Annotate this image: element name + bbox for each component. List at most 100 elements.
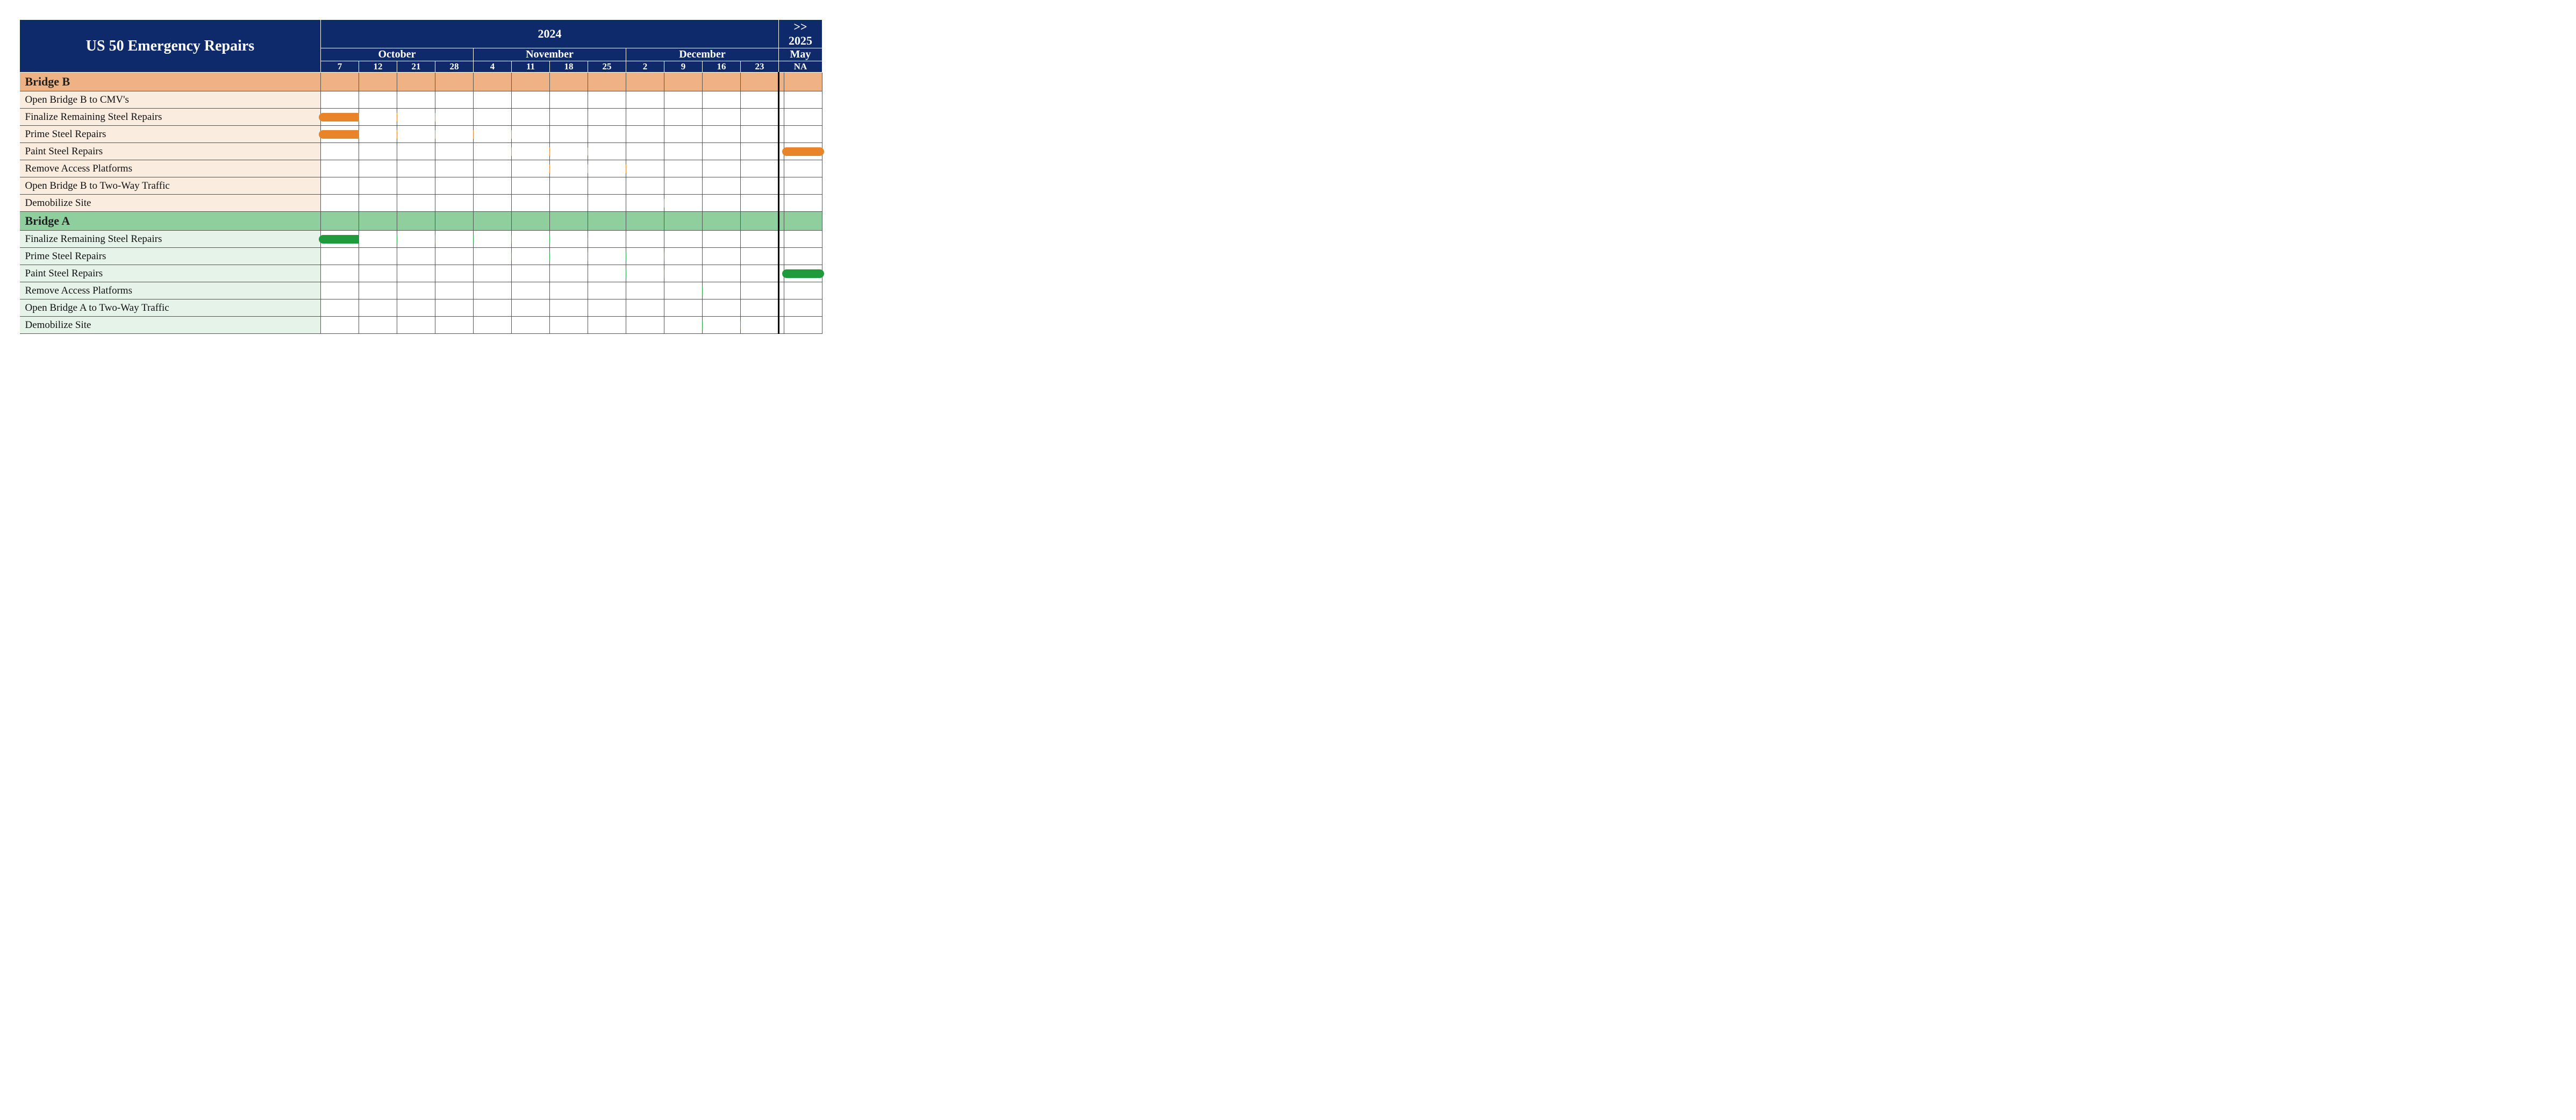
grid-cell: [321, 91, 359, 109]
task-label: Finalize Remaining Steel Repairs: [20, 109, 321, 126]
month-dec: December: [626, 48, 779, 61]
grid-cell: [741, 143, 779, 160]
grid-cell: [626, 126, 664, 143]
grid-cell: [435, 248, 474, 265]
grid-cell: [741, 177, 779, 195]
section-header: Bridge B: [20, 73, 822, 91]
grid-cell: [435, 299, 474, 317]
grid-cell: [741, 317, 779, 334]
grid-cell: [703, 248, 741, 265]
grid-cell: [321, 317, 359, 334]
task-row: Demobilize Site: [20, 317, 822, 334]
grid-cell: [550, 126, 588, 143]
grid-cell: [321, 177, 359, 195]
grid-cell: [741, 160, 779, 177]
day-col: 23: [741, 61, 779, 73]
task-label: Prime Steel Repairs: [20, 126, 321, 143]
grid-cell: [741, 109, 779, 126]
task-label: Remove Access Platforms: [20, 160, 321, 177]
grid-cell: [741, 195, 779, 212]
grid-cell: [626, 299, 664, 317]
may-cell: [784, 212, 822, 231]
may-cell: [784, 265, 822, 282]
may-cell: [784, 282, 822, 299]
grid-cell: [435, 212, 474, 231]
grid-cell: [703, 126, 741, 143]
grid-cell: [588, 212, 626, 231]
grid-cell: [741, 91, 779, 109]
grid-cell: [741, 299, 779, 317]
grid-cell: [512, 177, 550, 195]
grid-cell: [550, 282, 588, 299]
may-cell: [784, 248, 822, 265]
grid-cell: [664, 109, 703, 126]
year-right: 2025: [789, 34, 812, 47]
may-cell: [784, 91, 822, 109]
grid-cell: [435, 109, 474, 126]
grid-cell: [588, 126, 626, 143]
grid-cell: [321, 282, 359, 299]
grid-cell: [664, 282, 703, 299]
grid-cell: [664, 160, 703, 177]
year-2025: >> 2025: [779, 20, 822, 48]
grid-cell: [626, 248, 664, 265]
grid-cell: [741, 231, 779, 248]
grid-cell: [435, 265, 474, 282]
grid-cell: [550, 73, 588, 91]
grid-cell: [741, 248, 779, 265]
grid-cell: [626, 109, 664, 126]
grid-cell: [626, 317, 664, 334]
grid-cell: [435, 160, 474, 177]
task-label: Demobilize Site: [20, 317, 321, 334]
grid-cell: [397, 143, 435, 160]
grid-cell: [512, 282, 550, 299]
grid-cell: [664, 265, 703, 282]
task-label: Paint Steel Repairs: [20, 143, 321, 160]
day-col: 28: [435, 61, 474, 73]
grid-cell: [359, 91, 397, 109]
may-cell: [784, 317, 822, 334]
day-col: 21: [397, 61, 435, 73]
day-col: 12: [359, 61, 397, 73]
grid-cell: [359, 231, 397, 248]
gap-cell: [779, 248, 784, 265]
grid-cell: [703, 231, 741, 248]
grid-cell: [397, 299, 435, 317]
grid-cell: [664, 91, 703, 109]
grid-cell: [397, 91, 435, 109]
grid-cell: [588, 143, 626, 160]
grid-cell: [435, 195, 474, 212]
grid-cell: [321, 212, 359, 231]
grid-cell: [588, 91, 626, 109]
grid-cell: [588, 248, 626, 265]
grid-cell: [703, 109, 741, 126]
grid-cell: [588, 73, 626, 91]
grid-cell: [359, 317, 397, 334]
task-row: Open Bridge A to Two-Way Traffic: [20, 299, 822, 317]
grid-cell: [588, 195, 626, 212]
month-oct: October: [321, 48, 474, 61]
grid-cell: [588, 299, 626, 317]
month-may: May: [779, 48, 822, 61]
task-row: Remove Access Platforms: [20, 160, 822, 177]
may-cell: [784, 231, 822, 248]
day-col: 16: [703, 61, 741, 73]
month-nov: November: [474, 48, 626, 61]
gap-cell: [779, 160, 784, 177]
grid-cell: [741, 212, 779, 231]
task-row: Open Bridge B to Two-Way Traffic: [20, 177, 822, 195]
grid-cell: [474, 299, 512, 317]
grid-cell: [664, 212, 703, 231]
gap-cell: [779, 317, 784, 334]
grid-cell: [741, 282, 779, 299]
grid-cell: [512, 265, 550, 282]
gap-cell: [779, 231, 784, 248]
grid-cell: [321, 73, 359, 91]
grid-cell: [550, 109, 588, 126]
chart-title: US 50 Emergency Repairs: [20, 20, 321, 73]
may-cell: [784, 143, 822, 160]
grid-cell: [550, 231, 588, 248]
task-label: Paint Steel Repairs: [20, 265, 321, 282]
grid-cell: [703, 282, 741, 299]
grid-cell: [703, 195, 741, 212]
